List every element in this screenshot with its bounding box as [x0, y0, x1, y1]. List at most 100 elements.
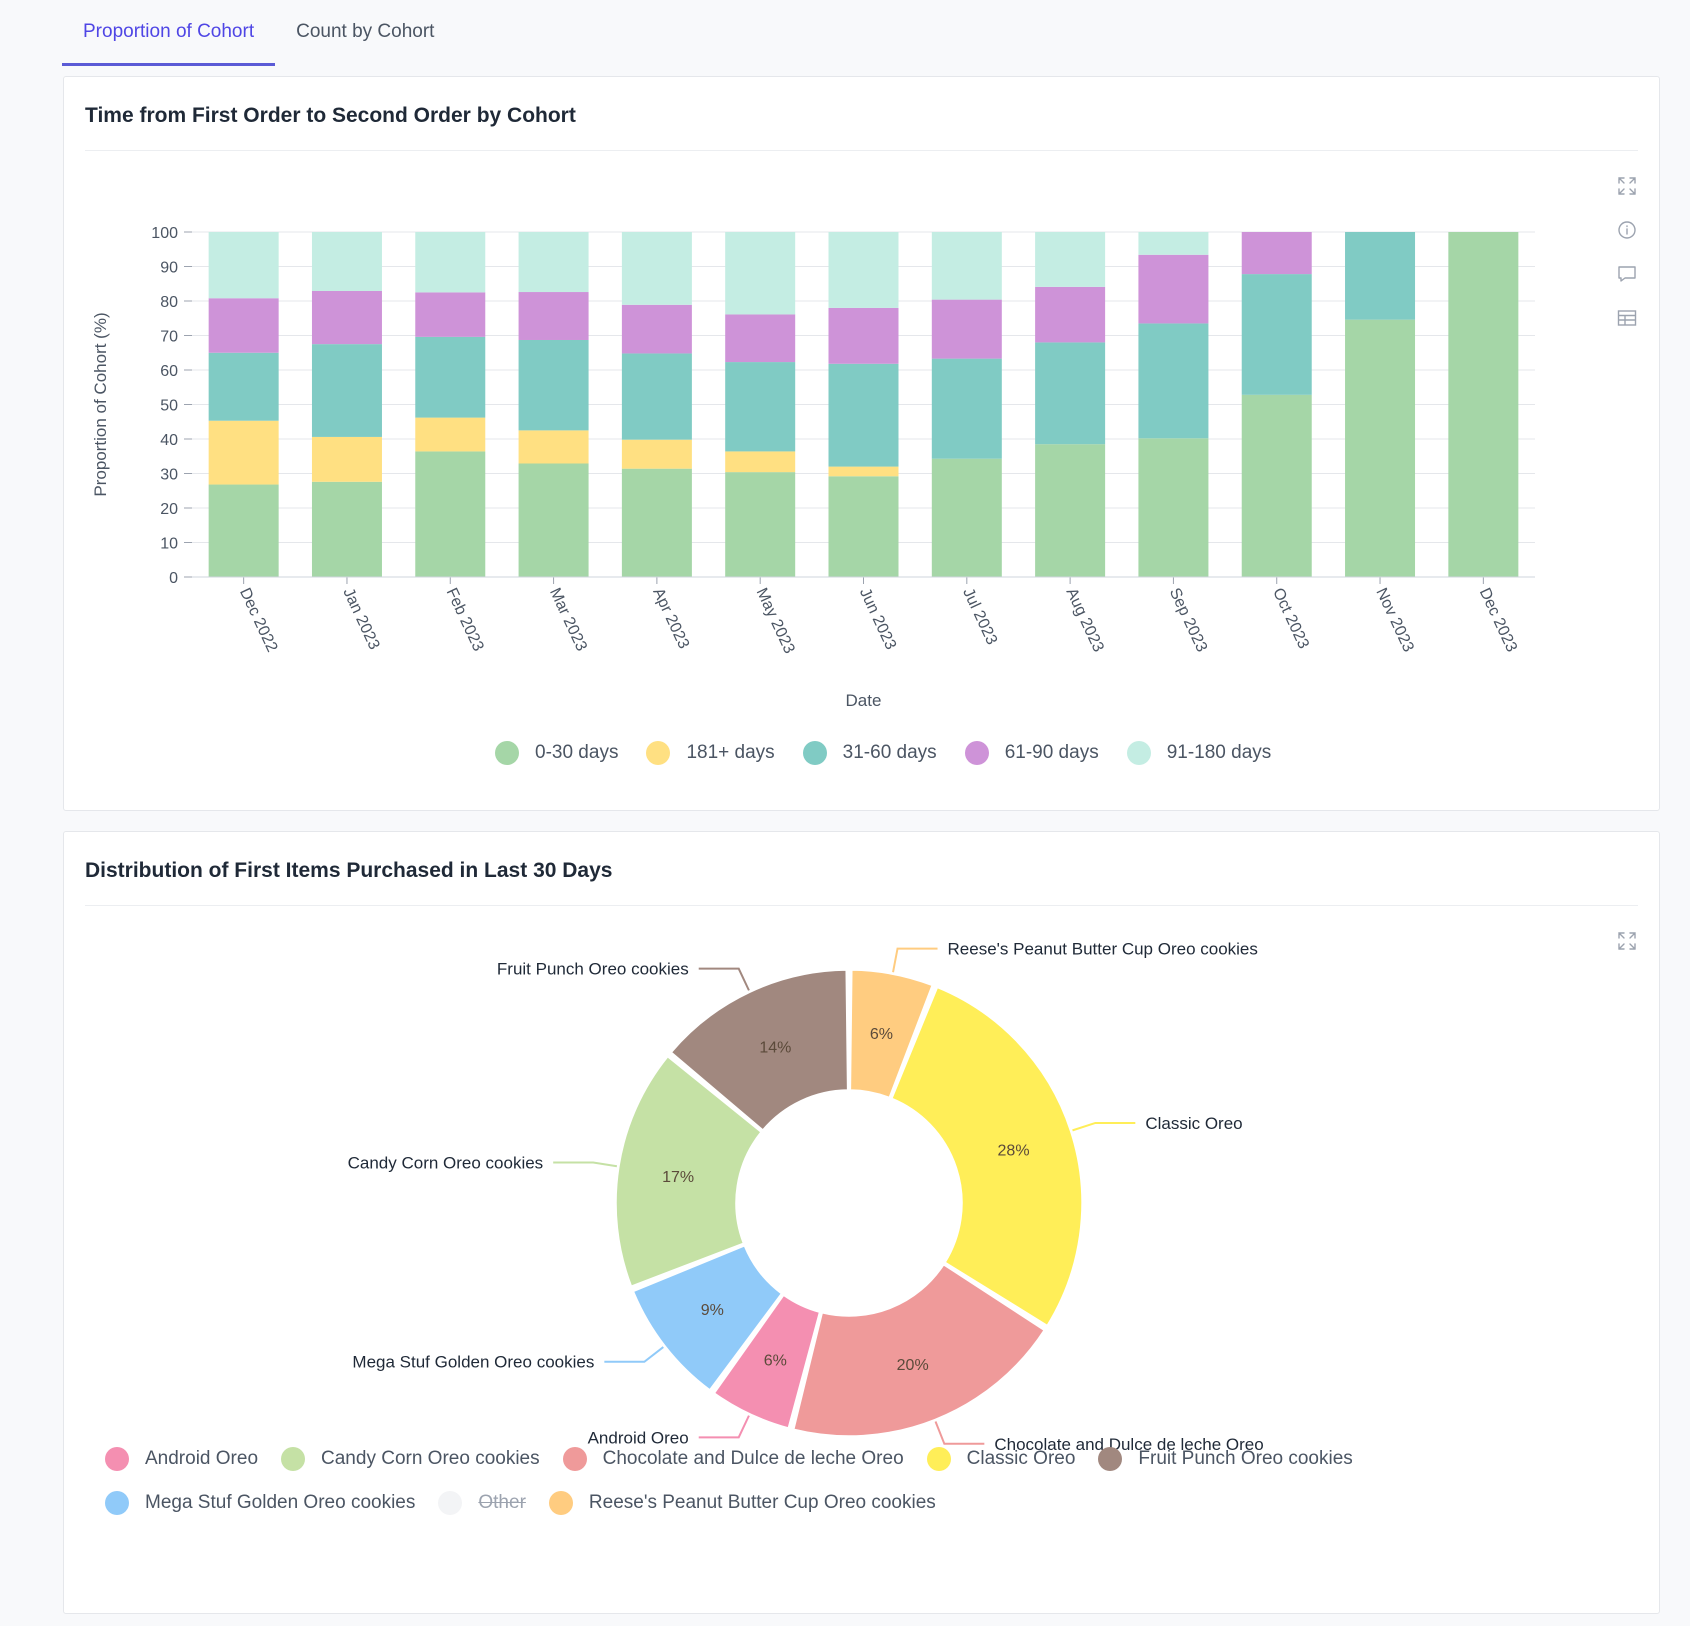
legend-label: 91-180 days: [1166, 742, 1272, 763]
bar-segment-0-30-days[interactable]: [1241, 394, 1312, 577]
tab-proportion-of-cohort[interactable]: Proportion of Cohort: [62, 0, 276, 66]
legend-swatch: [646, 741, 671, 765]
first-items-card: Distribution of First Items Purchased in…: [63, 831, 1660, 1614]
bar-segment-31-60-days[interactable]: [725, 362, 796, 452]
bar-segment-61-90-days[interactable]: [1241, 232, 1312, 275]
bar-segment-31-60-days[interactable]: [518, 339, 589, 431]
info-icon[interactable]: [1616, 219, 1638, 241]
divider: [85, 150, 1638, 151]
x-axis-title: Date: [846, 691, 882, 710]
bar-segment-61-90-days[interactable]: [415, 292, 486, 337]
bar-segment-91-180-days[interactable]: [931, 232, 1002, 300]
leader-line: [698, 1415, 750, 1439]
legend-item[interactable]: Classic Oreo: [926, 1447, 1075, 1471]
bar-segment-91-180-days[interactable]: [311, 232, 382, 291]
bar-segment-0-30-days[interactable]: [415, 451, 486, 577]
bar-segment-61-90-days[interactable]: [828, 307, 899, 364]
bar-segment-61-90-days[interactable]: [1138, 254, 1209, 324]
bar-segment-91-180-days[interactable]: [725, 232, 796, 315]
x-tick-label: Aug 2023: [1062, 586, 1106, 655]
bar-segment-61-90-days[interactable]: [621, 304, 692, 354]
legend-item[interactable]: Fruit Punch Oreo cookies: [1098, 1447, 1353, 1471]
bar-segment-91-180-days[interactable]: [621, 232, 692, 305]
bar-segment-181-days[interactable]: [415, 417, 486, 452]
leader-line: [698, 967, 750, 991]
legend-label: Candy Corn Oreo cookies: [321, 1448, 540, 1469]
bar-segment-181-days[interactable]: [311, 436, 382, 482]
bar-segment-181-days[interactable]: [208, 420, 279, 485]
bar-segment-181-days[interactable]: [621, 439, 692, 469]
legend-label: Reese's Peanut Butter Cup Oreo cookies: [588, 1492, 936, 1513]
legend-label: 31-60 days: [842, 742, 937, 763]
bar-segment-61-90-days[interactable]: [208, 298, 279, 353]
bar-segment-91-180-days[interactable]: [828, 232, 899, 308]
y-tick-label: 40: [160, 432, 178, 449]
legend-item[interactable]: Mega Stuf Golden Oreo cookies: [105, 1491, 415, 1515]
y-tick-label: 70: [160, 329, 178, 346]
bar-segment-0-30-days[interactable]: [1138, 438, 1209, 577]
bar-segment-0-30-days[interactable]: [931, 458, 1002, 577]
bar-segment-0-30-days[interactable]: [311, 481, 382, 577]
legend-swatch: [438, 1491, 463, 1515]
bar-segment-31-60-days[interactable]: [1241, 274, 1312, 395]
donut-slice-android-oreo[interactable]: [713, 1294, 821, 1429]
bar-segment-31-60-days[interactable]: [828, 363, 899, 467]
bar-segment-0-30-days[interactable]: [1345, 319, 1416, 577]
donut-slice-fruit-punch-oreo-cookies[interactable]: [670, 969, 849, 1131]
bar-segment-181-days[interactable]: [518, 430, 589, 464]
bar-segment-0-30-days[interactable]: [828, 476, 899, 577]
bar-segment-91-180-days[interactable]: [208, 232, 279, 299]
comment-icon[interactable]: [1616, 263, 1638, 285]
bar-segment-0-30-days[interactable]: [621, 468, 692, 577]
leader-line: [892, 947, 938, 973]
legend-item[interactable]: Chocolate and Dulce de leche Oreo: [562, 1447, 904, 1471]
bar-segment-31-60-days[interactable]: [621, 353, 692, 440]
bar-segment-31-60-days[interactable]: [311, 344, 382, 437]
bar-segment-61-90-days[interactable]: [931, 299, 1002, 359]
bar-segment-91-180-days[interactable]: [1138, 232, 1209, 255]
bar-segment-91-180-days[interactable]: [518, 232, 589, 293]
bar-segment-91-180-days[interactable]: [1035, 232, 1106, 287]
bar-segment-61-90-days[interactable]: [725, 314, 796, 363]
bar-segment-31-60-days[interactable]: [1035, 342, 1106, 445]
bar-segment-31-60-days[interactable]: [415, 336, 486, 418]
bar-segment-0-30-days[interactable]: [518, 463, 589, 577]
donut-slice-mega-stuf-golden-oreo-cookies[interactable]: [632, 1244, 783, 1391]
legend-item[interactable]: Other: [438, 1491, 526, 1515]
legend-swatch: [105, 1491, 129, 1515]
legend-item[interactable]: 0-30 days: [495, 741, 618, 765]
legend-item[interactable]: 31-60 days: [802, 741, 937, 765]
leader-line: [934, 1421, 985, 1445]
bar-segment-0-30-days[interactable]: [725, 472, 796, 577]
legend-item[interactable]: Reese's Peanut Butter Cup Oreo cookies: [548, 1491, 936, 1515]
donut-slice-candy-corn-oreo-cookies[interactable]: [615, 1055, 763, 1288]
table-icon[interactable]: [1616, 307, 1638, 329]
legend-item[interactable]: Candy Corn Oreo cookies: [281, 1447, 540, 1471]
bar-segment-0-30-days[interactable]: [208, 484, 279, 577]
bar-segment-61-90-days[interactable]: [311, 290, 382, 345]
expand-icon[interactable]: [1616, 930, 1638, 952]
leader-line: [553, 1161, 618, 1168]
expand-icon[interactable]: [1616, 175, 1638, 197]
bar-segment-61-90-days[interactable]: [518, 292, 589, 340]
legend-item[interactable]: 181+ days: [646, 741, 775, 765]
bar-segment-0-30-days[interactable]: [1448, 232, 1519, 577]
donut-slice-classic-oreo[interactable]: [890, 986, 1083, 1327]
donut-chart: 6% Reese's Peanut Butter Cup Oreo cookies…: [348, 940, 1264, 1454]
bar-segment-31-60-days[interactable]: [931, 358, 1002, 459]
donut-slice-chocolate-and-dulce-de-leche-oreo[interactable]: [792, 1263, 1046, 1437]
legend-item[interactable]: 61-90 days: [964, 741, 1099, 765]
y-tick-label: 100: [151, 225, 178, 242]
donut-slice-reese-s-peanut-butter-cup-oreo-cookies[interactable]: [849, 969, 934, 1099]
bar-segment-181-days[interactable]: [828, 466, 899, 477]
legend-item[interactable]: Android Oreo: [105, 1447, 258, 1471]
bar-segment-31-60-days[interactable]: [1138, 323, 1209, 439]
bar-segment-31-60-days[interactable]: [1345, 232, 1416, 320]
bar-segment-0-30-days[interactable]: [1035, 444, 1106, 577]
tab-count-by-cohort[interactable]: Count by Cohort: [296, 21, 435, 42]
bar-segment-31-60-days[interactable]: [208, 352, 279, 421]
legend-item[interactable]: 91-180 days: [1126, 741, 1272, 765]
bar-segment-91-180-days[interactable]: [415, 232, 486, 293]
bar-segment-181-days[interactable]: [725, 451, 796, 473]
bar-segment-61-90-days[interactable]: [1035, 286, 1106, 343]
